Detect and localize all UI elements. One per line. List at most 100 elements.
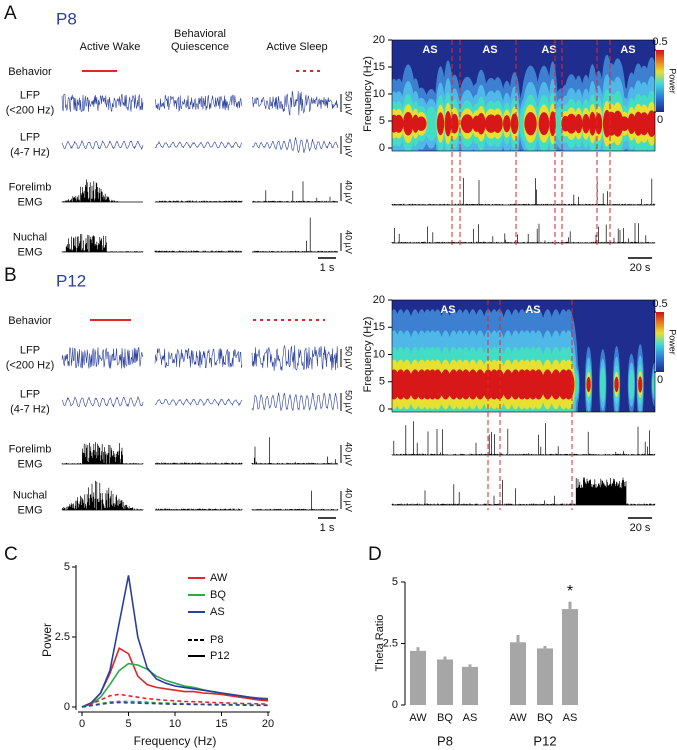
spectrogram-power xyxy=(439,369,452,400)
colorbar-tick-label: 0 xyxy=(657,374,663,386)
emg-trace xyxy=(252,181,339,203)
scale-label: 50 µV xyxy=(344,346,354,370)
emg-trace xyxy=(154,250,243,253)
spectrogram-power xyxy=(627,113,636,134)
x-tick-label: AS xyxy=(463,712,478,724)
y-tick-label: 0 xyxy=(64,701,70,713)
long-emg-trace xyxy=(391,421,656,456)
legend-label: P8 xyxy=(210,634,223,646)
spectrogram-power xyxy=(549,111,556,137)
panel-letter: B xyxy=(4,265,17,286)
age-label: P12 xyxy=(56,271,86,290)
spectrogram-power xyxy=(595,113,603,135)
y-axis-label: Frequency (Hz) xyxy=(362,56,374,132)
colorbar-tick-label: 0.5 xyxy=(652,298,667,310)
spectrogram-power xyxy=(444,111,452,137)
spectrogram-power xyxy=(415,116,427,131)
state-annotation: AS xyxy=(482,44,497,56)
spectrogram-power xyxy=(565,113,578,134)
long-emg-trace xyxy=(391,177,656,206)
y-tick-label: 20 xyxy=(373,294,385,306)
lfp-trace xyxy=(251,345,339,371)
column-header: Active Wake xyxy=(80,41,141,53)
y-axis-label: Frequency (Hz) xyxy=(362,317,374,393)
time-scale-label: 1 s xyxy=(320,522,335,534)
x-tick-label: 20 xyxy=(262,718,274,730)
lfp-trace xyxy=(251,90,339,116)
state-annotation: AS xyxy=(440,304,455,316)
colorbar xyxy=(656,50,664,112)
theta-trace xyxy=(251,137,339,154)
lfp-trace xyxy=(154,347,243,369)
bar xyxy=(410,650,426,705)
long-emg-trace xyxy=(391,477,656,506)
y-tick-label: 2.5 xyxy=(383,637,398,649)
spectrogram-power xyxy=(393,114,404,133)
scale-label: 40 µV xyxy=(344,442,354,466)
row-label: LFP xyxy=(20,131,40,143)
spectrogram-power xyxy=(538,112,550,136)
spectrogram-power xyxy=(402,111,414,136)
legend-label: P12 xyxy=(210,650,230,662)
scale-label: 40 µV xyxy=(344,230,354,254)
y-tick-label: 10 xyxy=(373,348,385,360)
spectrogram-power xyxy=(476,112,486,135)
row-label: EMG xyxy=(17,504,42,516)
legend-label: AS xyxy=(210,606,225,618)
theta-trace xyxy=(61,395,144,408)
x-tick-label: 15 xyxy=(215,718,227,730)
spectrogram-power xyxy=(582,113,590,134)
x-tick-label: BQ xyxy=(437,712,453,724)
state-annotation: AS xyxy=(525,304,540,316)
spectrogram-power xyxy=(510,113,519,135)
row-label: Forelimb xyxy=(9,443,52,455)
spectrogram-power xyxy=(588,111,597,136)
x-tick-label: AW xyxy=(409,712,427,724)
colorbar xyxy=(656,312,664,372)
row-label: EMG xyxy=(17,246,42,258)
scale-label: 50 µV xyxy=(344,91,354,115)
row-label: EMG xyxy=(17,196,42,208)
y-tick-label: 0 xyxy=(379,403,385,415)
spectrogram-power xyxy=(532,369,545,400)
colorbar-label: Power xyxy=(668,329,677,355)
x-axis-label: Frequency (Hz) xyxy=(134,734,217,748)
spectrogram-power xyxy=(586,376,591,393)
y-tick-label: 5 xyxy=(379,115,385,127)
row-label: LFP xyxy=(20,89,40,101)
panel-letter: A xyxy=(4,3,17,24)
spectrogram-frame xyxy=(391,39,656,152)
legend-label: AW xyxy=(210,572,228,584)
x-tick-label: BQ xyxy=(537,712,553,724)
spectrogram-power xyxy=(652,373,655,396)
y-axis-label: Theta Ratio xyxy=(374,615,386,672)
row-label: (<200 Hz) xyxy=(6,359,55,371)
colorbar-label: Power xyxy=(668,68,677,94)
colorbar-tick-label: 0.5 xyxy=(652,36,667,48)
row-label: Behavior xyxy=(8,315,52,327)
time-scale-label: 20 s xyxy=(630,522,651,534)
spectrogram-power xyxy=(562,369,575,400)
spectrogram-power xyxy=(638,112,650,136)
spectrogram-power xyxy=(493,369,506,400)
y-tick-label: 15 xyxy=(373,321,385,333)
y-tick-label: 15 xyxy=(373,61,385,73)
emg-trace xyxy=(251,437,338,465)
row-label: Nuchal xyxy=(13,231,47,243)
spectrogram-power xyxy=(401,369,413,400)
spectrogram-power xyxy=(436,112,445,136)
bar xyxy=(437,659,453,705)
series-line xyxy=(81,647,269,708)
row-label: EMG xyxy=(17,458,42,470)
emg-trace xyxy=(61,442,144,465)
time-scale-label: 1 s xyxy=(320,262,335,274)
legend-label: BQ xyxy=(210,589,226,601)
y-tick-label: 20 xyxy=(373,34,385,46)
time-scale-label: 20 s xyxy=(630,262,651,274)
group-label: P12 xyxy=(533,733,556,748)
age-label: P8 xyxy=(56,9,77,28)
scale-label: 50 µV xyxy=(344,390,354,414)
significance-marker: * xyxy=(567,583,573,600)
y-tick-label: 5 xyxy=(379,376,385,388)
